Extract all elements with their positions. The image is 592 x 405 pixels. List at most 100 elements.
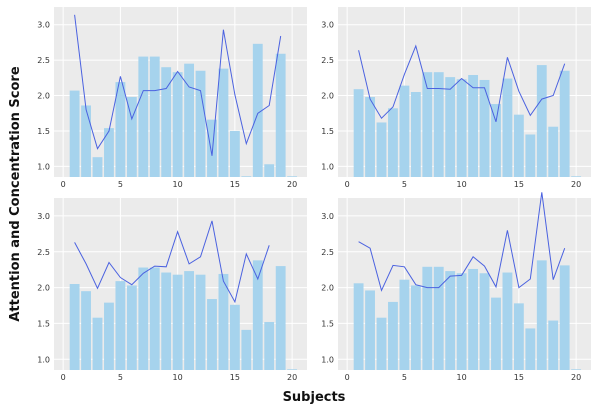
bar [92, 317, 103, 370]
bar [399, 85, 410, 177]
bar [445, 271, 456, 370]
series-line [358, 44, 566, 122]
bar [559, 70, 570, 177]
bar [536, 65, 547, 177]
bar [479, 273, 490, 370]
bar [161, 67, 172, 177]
y-tick-label: 1.0 [321, 162, 334, 171]
x-tick-label: 0 [345, 373, 350, 382]
y-tick-label: 2.5 [321, 248, 334, 257]
bar [229, 304, 240, 370]
bar [502, 272, 513, 370]
bar [399, 279, 410, 370]
y-tick-label: 1.0 [37, 162, 50, 171]
bar [264, 164, 275, 177]
x-tick-label: 5 [118, 373, 123, 382]
bar [115, 281, 126, 370]
panel-2: 1.0 1.5 2.0 2.5 3.0 0 5 10 15 20 [321, 7, 591, 189]
x-tick-label: 10 [173, 180, 183, 189]
bar [69, 90, 80, 177]
x-tick-label: 10 [173, 373, 183, 382]
y-tick-label: 2.0 [37, 284, 50, 293]
bar [433, 72, 444, 177]
bar [513, 114, 524, 177]
x-tick-label: 10 [457, 180, 467, 189]
bar [365, 290, 375, 370]
bar [149, 56, 160, 178]
bar [287, 369, 298, 370]
bar [138, 267, 149, 370]
bar [229, 130, 240, 177]
bar [92, 157, 103, 177]
y-tick-label: 3.0 [37, 212, 50, 221]
bar [422, 72, 433, 177]
panel-3: 1.0 1.5 2.0 2.5 3.0 0 5 10 15 20 [37, 198, 307, 382]
bar [479, 79, 490, 177]
x-tick-label: 15 [514, 373, 524, 382]
x-tick-label: 20 [287, 373, 297, 382]
x-tick-label: 5 [402, 180, 407, 189]
bar [571, 369, 582, 370]
series-line [74, 220, 270, 304]
y-axis-label: Attention and Concentration Score [8, 66, 23, 321]
bar [445, 77, 456, 177]
bar [468, 75, 479, 177]
x-tick-label: 20 [287, 180, 297, 189]
bar [422, 266, 433, 370]
x-axis-label: Subjects [283, 390, 346, 405]
x-tick-label: 15 [514, 180, 524, 189]
bar [376, 317, 387, 370]
bar [195, 274, 206, 370]
bar [126, 96, 137, 177]
x-tick-label: 15 [230, 373, 240, 382]
bar [410, 285, 421, 370]
series-line [358, 192, 566, 292]
bar [218, 68, 229, 177]
panel-1: 1.0 1.5 2.0 2.5 3.0 0 5 10 15 20 [37, 7, 307, 189]
bar [548, 126, 559, 177]
bar [275, 53, 286, 177]
bar [81, 105, 91, 177]
bar [241, 329, 252, 370]
bar [126, 285, 137, 370]
bar [410, 92, 421, 177]
y-tick-label: 2.5 [37, 248, 50, 257]
x-tick-label: 5 [402, 373, 407, 382]
y-tick-label: 1.5 [37, 319, 50, 328]
bar [491, 297, 501, 370]
bar [388, 301, 398, 370]
bar [548, 320, 559, 370]
bar [287, 176, 298, 177]
bar [172, 274, 183, 370]
y-tick-label: 1.5 [321, 319, 334, 328]
x-tick-label: 0 [345, 180, 350, 189]
x-tick-label: 10 [457, 373, 467, 382]
panels: 1.0 1.5 2.0 2.5 3.0 0 5 10 15 20 1.0 1.5 2.0 2.5 3.0 0 5… [37, 7, 591, 382]
bar [353, 283, 364, 370]
y-tick-label: 3.0 [37, 21, 50, 30]
bar [81, 291, 91, 370]
panel-4: 1.0 1.5 2.0 2.5 3.0 0 5 10 15 20 [321, 192, 591, 382]
y-tick-label: 2.5 [37, 56, 50, 65]
bar [184, 63, 195, 177]
x-tick-label: 0 [61, 373, 66, 382]
y-tick-label: 3.0 [321, 21, 334, 30]
bar [513, 303, 524, 370]
y-tick-label: 2.0 [321, 92, 334, 101]
bar [376, 122, 387, 177]
x-tick-label: 20 [571, 373, 581, 382]
bar [525, 134, 536, 177]
bar [353, 89, 364, 177]
bar [138, 56, 149, 178]
y-tick-label: 2.0 [37, 92, 50, 101]
bar [161, 272, 172, 370]
bar [571, 176, 582, 177]
bar [184, 271, 195, 370]
y-tick-label: 3.0 [321, 212, 334, 221]
y-tick-label: 1.5 [37, 127, 50, 136]
y-tick-label: 1.0 [37, 355, 50, 364]
bar [559, 265, 570, 370]
x-tick-label: 5 [118, 180, 123, 189]
bar [388, 108, 398, 177]
